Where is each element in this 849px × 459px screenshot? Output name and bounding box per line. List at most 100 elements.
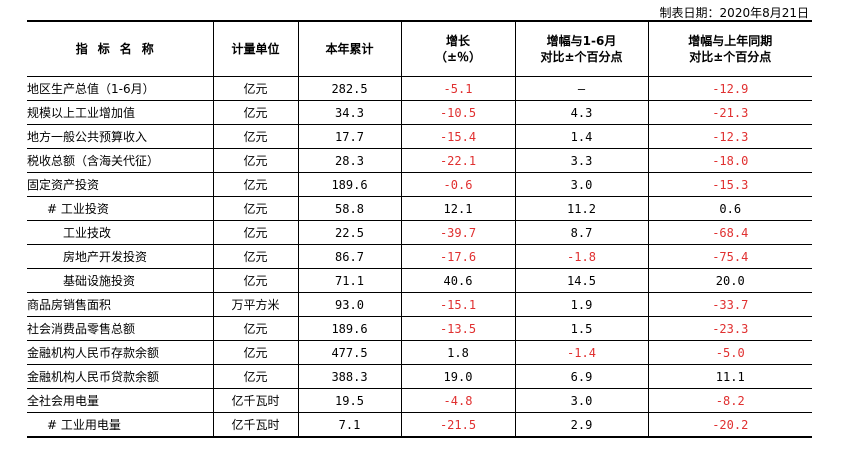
unit-cell: 亿元 (212, 172, 298, 197)
unit-cell: 亿元 (212, 196, 298, 221)
unit-cell: 亿元 (212, 148, 298, 173)
ytd-value-cell: 282.5 (297, 76, 401, 101)
indicator-name-cell: 税收总额（含海关代征） (27, 148, 213, 173)
unit-cell: 亿元 (212, 100, 298, 125)
table-row: 地区生产总值（1-6月） 亿元 282.5 -5.1— -12.9 (27, 76, 812, 101)
vs-last-year-cell: -23.3 (647, 316, 812, 341)
vs-last-year-cell: -12.3 (647, 124, 812, 149)
unit-cell: 亿元 (212, 316, 298, 341)
vs-last-year-cell: -68.4 (647, 220, 812, 245)
vs-h1-cell: 8.7 (514, 220, 648, 245)
table-body: 地区生产总值（1-6月） 亿元 282.5 -5.1— -12.9 规模以上工业增加值 亿元… (27, 76, 812, 438)
ytd-value-cell: 71.1 (297, 268, 401, 293)
vs-last-year-cell: -20.2 (647, 412, 812, 438)
header-vs-last-year: 增幅与上年同期 对比±个百分点 (647, 20, 812, 77)
vs-last-year-cell: -15.3 (647, 172, 812, 197)
table-header: 指标名称 计量单位 本年累计 增长 （±％） 增幅与1-6月 对比±个百分点 增… (27, 20, 812, 77)
vs-h1-cell: 3.0 (514, 388, 648, 413)
unit-cell: 亿元 (212, 340, 298, 365)
ytd-value-cell: 477.5 (297, 340, 401, 365)
header-indicator-name-text: 指标名称 (75, 42, 164, 56)
unit-cell: 亿元 (212, 364, 298, 389)
statistics-table: 指标名称 计量单位 本年累计 增长 （±％） 增幅与1-6月 对比±个百分点 增… (27, 20, 812, 438)
vs-last-year-cell: -5.0 (647, 340, 812, 365)
unit-cell: 亿千瓦时 (212, 388, 298, 413)
unit-cell: 亿元 (212, 268, 298, 293)
vs-h1-cell: 14.5 (514, 268, 648, 293)
indicator-name-cell: 全社会用电量 (27, 388, 213, 413)
header-growth-line1: 增长 (445, 34, 470, 48)
table-row: 全社会用电量 亿千瓦时 19.5 -4.8 3.0 -8.2 (27, 388, 812, 413)
vs-h1-cell: 2.9 (514, 412, 648, 438)
vs-h1-cell: 1.5 (514, 316, 648, 341)
growth-cell: -22.1 (400, 148, 515, 173)
indicator-name-cell: 工业技改 (27, 220, 213, 245)
vs-h1-cell: -1.4 (514, 340, 648, 365)
growth-cell: -13.5 (400, 316, 515, 341)
growth-cell: 1.8 (400, 340, 515, 365)
vs-last-year-cell: -8.2 (647, 388, 812, 413)
indicator-name-cell: 地区生产总值（1-6月） (27, 76, 213, 101)
vs-h1-cell: 4.3 (514, 100, 648, 125)
vs-last-year-cell: -12.9 (647, 76, 812, 101)
growth-cell: -10.5 (400, 100, 515, 125)
table-row: 规模以上工业增加值 亿元 34.3 -10.5 4.3 -21.3 (27, 100, 812, 125)
vs-h1-cell: -1.8 (514, 244, 648, 269)
vs-last-year-cell: -18.0 (647, 148, 812, 173)
ytd-value-cell: 58.8 (297, 196, 401, 221)
growth-cell: 40.6 (400, 268, 515, 293)
table-row: # 工业投资 亿元 58.8 12.1 11.2 0.6 (27, 196, 812, 221)
header-growth-line2: （±％） (434, 50, 482, 64)
unit-cell: 亿元 (212, 124, 298, 149)
indicator-name-cell: 地方一般公共预算收入 (27, 124, 213, 149)
growth-cell: -21.5 (400, 412, 515, 438)
report-date: 制表日期：2020年8月21日 (659, 6, 809, 20)
growth-cell: 19.0 (400, 364, 515, 389)
unit-cell: 亿元 (212, 76, 298, 101)
vs-last-year-cell: -33.7 (647, 292, 812, 317)
table-row: 税收总额（含海关代征） 亿元 28.3 -22.1 3.3 -18.0 (27, 148, 812, 173)
ytd-value-cell: 189.6 (297, 172, 401, 197)
table-row: 地方一般公共预算收入 亿元 17.7 -15.4 1.4 -12.3 (27, 124, 812, 149)
ytd-value-cell: 19.5 (297, 388, 401, 413)
ytd-value-cell: 7.1 (297, 412, 401, 438)
table-row: 商品房销售面积 万平方米 93.0 -15.1 1.9 -33.7 (27, 292, 812, 317)
header-growth: 增长 （±％） (400, 20, 515, 77)
header-ytd-text: 本年累计 (325, 42, 374, 56)
ytd-value-cell: 93.0 (297, 292, 401, 317)
header-indicator-name: 指标名称 (27, 20, 213, 77)
ytd-value-cell: 17.7 (297, 124, 401, 149)
header-row: 指标名称 计量单位 本年累计 增长 （±％） 增幅与1-6月 对比±个百分点 增… (27, 20, 812, 77)
vs-last-year-cell: -21.3 (647, 100, 812, 125)
growth-cell: -17.6 (400, 244, 515, 269)
header-vs-h1-line2: 对比±个百分点 (540, 50, 623, 64)
vs-h1-cell: 3.3 (514, 148, 648, 173)
indicator-name-cell: 金融机构人民币存款余额 (27, 340, 213, 365)
vs-last-year-cell: 11.1 (647, 364, 812, 389)
ytd-value-cell: 22.5 (297, 220, 401, 245)
header-vs-last-year-line2: 对比±个百分点 (689, 50, 772, 64)
growth-cell: -4.8 (400, 388, 515, 413)
unit-cell: 亿元 (212, 220, 298, 245)
indicator-name-cell: # 工业用电量 (27, 412, 213, 438)
table-row: 工业技改 亿元 22.5 -39.7 8.7 -68.4 (27, 220, 812, 245)
indicator-name-cell: 固定资产投资 (27, 172, 213, 197)
indicator-name-cell: # 工业投资 (27, 196, 213, 221)
table-row: 金融机构人民币存款余额 亿元 477.5 1.8 -1.4 -5.0 (27, 340, 812, 365)
header-unit: 计量单位 (212, 20, 298, 77)
growth-cell: -0.6 (400, 172, 515, 197)
vs-h1-cell: 1.4 (514, 124, 648, 149)
header-vs-h1: 增幅与1-6月 对比±个百分点 (514, 20, 648, 77)
vs-h1-cell: 6.9 (514, 364, 648, 389)
header-vs-h1-line1: 增幅与1-6月 (546, 34, 617, 48)
growth-cell: -15.1 (400, 292, 515, 317)
table-row: 金融机构人民币贷款余额 亿元 388.3 19.0 6.9 11.1 (27, 364, 812, 389)
header-vs-last-year-line1: 增幅与上年同期 (688, 34, 773, 48)
ytd-value-cell: 189.6 (297, 316, 401, 341)
table-row: 固定资产投资 亿元 189.6 -0.6 3.0 -15.3 (27, 172, 812, 197)
indicator-name-cell: 社会消费品零售总额 (27, 316, 213, 341)
indicator-name-cell: 金融机构人民币贷款余额 (27, 364, 213, 389)
indicator-name-cell: 规模以上工业增加值 (27, 100, 213, 125)
ytd-value-cell: 388.3 (297, 364, 401, 389)
ytd-value-cell: 86.7 (297, 244, 401, 269)
